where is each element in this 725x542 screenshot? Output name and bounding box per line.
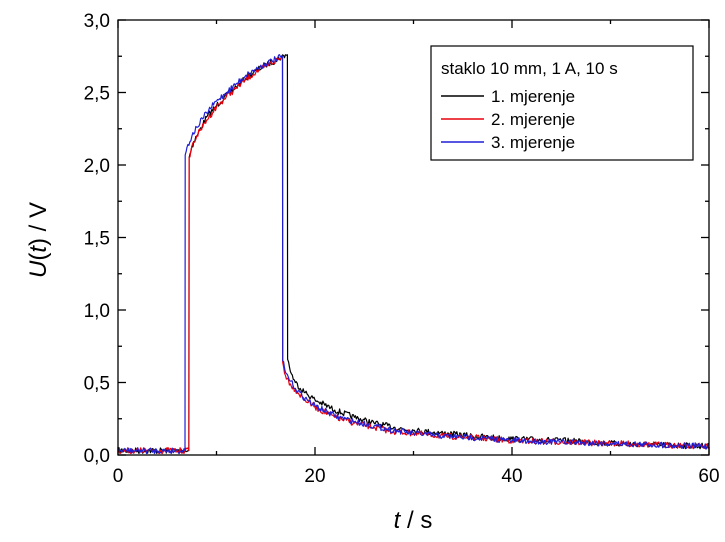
legend-title: staklo 10 mm, 1 A, 10 s (441, 59, 618, 78)
legend-entry-2: 2. mjerenje (491, 110, 575, 129)
y-tick-label: 2,0 (84, 156, 110, 177)
x-axis-label: t / s (394, 507, 433, 534)
x-tick-label: 60 (698, 466, 719, 487)
legend-entry-3: 3. mjerenje (491, 133, 575, 152)
legend-entry-1: 1. mjerenje (491, 87, 575, 106)
series-layer (118, 54, 709, 455)
series-line-2 (118, 57, 709, 455)
y-tick-label: 0,5 (84, 374, 110, 395)
y-tick-label: 0,0 (84, 446, 110, 467)
ticks-layer (117, 19, 710, 456)
x-tick-label: 40 (501, 466, 522, 487)
series-line-3 (118, 54, 709, 455)
y-tick-label: 1,5 (84, 229, 110, 250)
tick-labels-layer: 0 20 40 60 0,0 0,5 1,0 1,5 2,0 2,5 3,0 (84, 11, 720, 487)
x-tick-label: 20 (304, 466, 325, 487)
y-tick-label: 1,0 (84, 301, 110, 322)
y-tick-label: 3,0 (84, 11, 110, 32)
legend: staklo 10 mm, 1 A, 10 s 1. mjerenje 2. mj… (430, 45, 694, 161)
y-tick-label: 2,5 (84, 84, 110, 105)
x-tick-label: 0 (113, 466, 124, 487)
y-axis-label: U(t) / V (25, 202, 52, 278)
legend-box (430, 45, 694, 161)
